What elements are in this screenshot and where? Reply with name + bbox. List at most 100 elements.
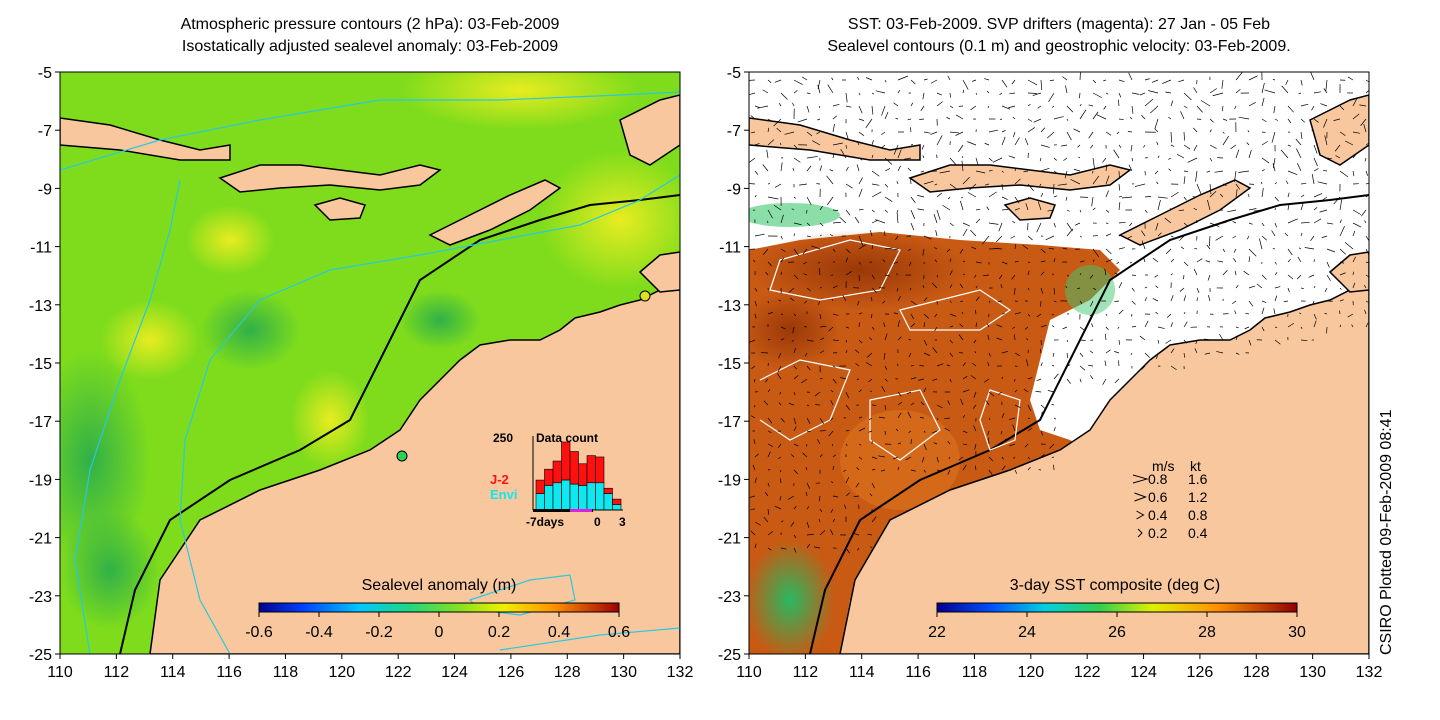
velocity-vector <box>1222 248 1226 253</box>
velocity-vector <box>1205 260 1211 263</box>
velocity-vector <box>858 261 862 265</box>
velocity-vector <box>1209 222 1220 227</box>
velocity-vector <box>1352 113 1360 120</box>
velocity-vector <box>806 430 811 432</box>
colorbar-tick-label: 24 <box>1018 624 1036 641</box>
velocity-vector <box>1035 390 1042 393</box>
velocity-vector <box>1187 157 1198 163</box>
velocity-vector <box>910 469 916 472</box>
velocity-vector <box>806 196 812 206</box>
velocity-vector <box>1287 204 1290 211</box>
velocity-vector <box>893 312 899 315</box>
velocity-vector <box>854 216 860 224</box>
velocity-vector <box>884 196 893 202</box>
velocity-vector <box>1245 312 1250 315</box>
velocity-vector <box>1079 378 1082 383</box>
velocity-legend-kt-value: 0.4 <box>1188 525 1208 541</box>
velocity-vector <box>869 493 873 497</box>
lat-tick-label: -25 <box>29 647 52 664</box>
velocity-vector <box>754 521 761 526</box>
lat-tick-label: -17 <box>29 414 52 431</box>
velocity-vector <box>949 183 959 191</box>
velocity-vector <box>819 417 824 424</box>
velocity-vector <box>1032 92 1042 96</box>
velocity-vector <box>949 157 957 166</box>
velocity-vector <box>999 92 1003 95</box>
velocity-vector <box>845 271 852 276</box>
velocity-vector <box>1157 339 1160 344</box>
velocity-vector <box>762 164 769 172</box>
velocity-vector <box>1183 222 1189 227</box>
velocity-vector <box>1196 105 1203 113</box>
velocity-vector <box>987 334 990 341</box>
velocity-vector <box>1040 404 1046 410</box>
velocity-vector <box>1033 118 1042 123</box>
histogram-bar-envi <box>535 493 545 511</box>
histogram-bar-j2 <box>569 451 579 485</box>
lat-tick-label: -23 <box>29 589 52 606</box>
velocity-vector <box>949 92 951 98</box>
velocity-vector <box>884 168 891 172</box>
velocity-vector <box>922 285 925 289</box>
velocity-vector <box>1118 144 1122 149</box>
velocity-vector <box>1300 79 1303 86</box>
velocity-vector <box>988 157 993 162</box>
velocity-vector <box>1300 203 1304 211</box>
velocity-vector <box>973 425 977 432</box>
velocity-vector <box>1295 138 1302 146</box>
colorbar-tick-label: 0.6 <box>608 624 630 641</box>
velocity-vector <box>806 365 811 371</box>
velocity-vector <box>884 274 890 277</box>
velocity-vector <box>997 391 1003 395</box>
velocity-vector <box>932 347 938 354</box>
velocity-vector <box>858 520 862 523</box>
velocity-vector <box>1053 116 1064 120</box>
velocity-vector <box>1053 222 1056 228</box>
velocity-legend-ms-value: 0.8 <box>1148 471 1168 487</box>
velocity-vector <box>1178 79 1185 83</box>
velocity-vector <box>830 481 834 484</box>
velocity-vector <box>817 439 821 445</box>
velocity-vector <box>1129 117 1133 120</box>
velocity-vector <box>763 516 769 523</box>
velocity-vector <box>831 77 834 81</box>
velocity-vector <box>753 404 756 408</box>
velocity-vector <box>793 534 797 539</box>
velocity-legend-arrow <box>1137 528 1143 538</box>
velocity-vector <box>975 170 986 174</box>
velocity-vector <box>1259 238 1263 250</box>
velocity-vector <box>1285 180 1289 185</box>
velocity-vector <box>749 339 756 343</box>
left-bathymetry-contour <box>119 194 680 654</box>
velocity-vector <box>1040 362 1043 367</box>
velocity-vector <box>774 183 782 188</box>
lat-tick-label: -21 <box>718 531 741 548</box>
velocity-vector <box>1024 443 1029 448</box>
velocity-vector <box>1333 118 1341 121</box>
velocity-vector <box>1183 105 1188 109</box>
velocity-vector <box>1001 413 1005 419</box>
velocity-vector <box>791 339 795 342</box>
velocity-vector <box>1300 287 1304 290</box>
velocity-vector <box>1001 105 1011 110</box>
velocity-vector <box>1066 378 1071 384</box>
velocity-vector <box>1131 287 1135 292</box>
lon-tick-label: 112 <box>793 664 819 681</box>
velocity-vector <box>910 364 915 367</box>
velocity-vector <box>818 105 821 109</box>
velocity-vector <box>788 403 795 406</box>
velocity-vector <box>974 351 977 354</box>
velocity-vector <box>923 430 926 433</box>
velocity-vector <box>875 219 886 224</box>
velocity-vector <box>936 417 939 421</box>
velocity-vector <box>871 92 875 95</box>
velocity-vector <box>975 92 978 95</box>
velocity-vector <box>934 183 938 186</box>
velocity-vector <box>1352 98 1358 107</box>
velocity-vector <box>923 352 931 356</box>
velocity-vector <box>970 105 977 111</box>
velocity-vector <box>845 183 853 189</box>
velocity-vector <box>1131 300 1136 305</box>
velocity-vector <box>922 248 925 256</box>
velocity-vector <box>804 352 808 357</box>
